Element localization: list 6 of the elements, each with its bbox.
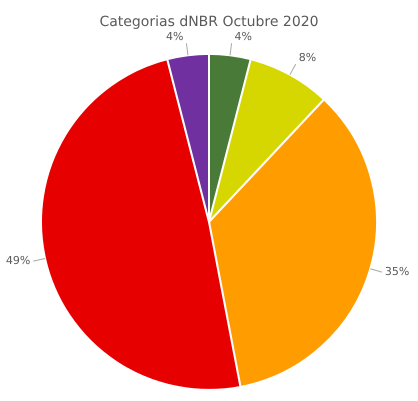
chart-title: Categorias dNBR Octubre 2020 — [99, 14, 319, 30]
data-label: 8% — [298, 51, 316, 64]
data-label: 49% — [6, 254, 30, 268]
data-label: 35% — [384, 264, 410, 278]
data-label: 4% — [166, 30, 184, 44]
data-label: 4% — [234, 30, 252, 44]
